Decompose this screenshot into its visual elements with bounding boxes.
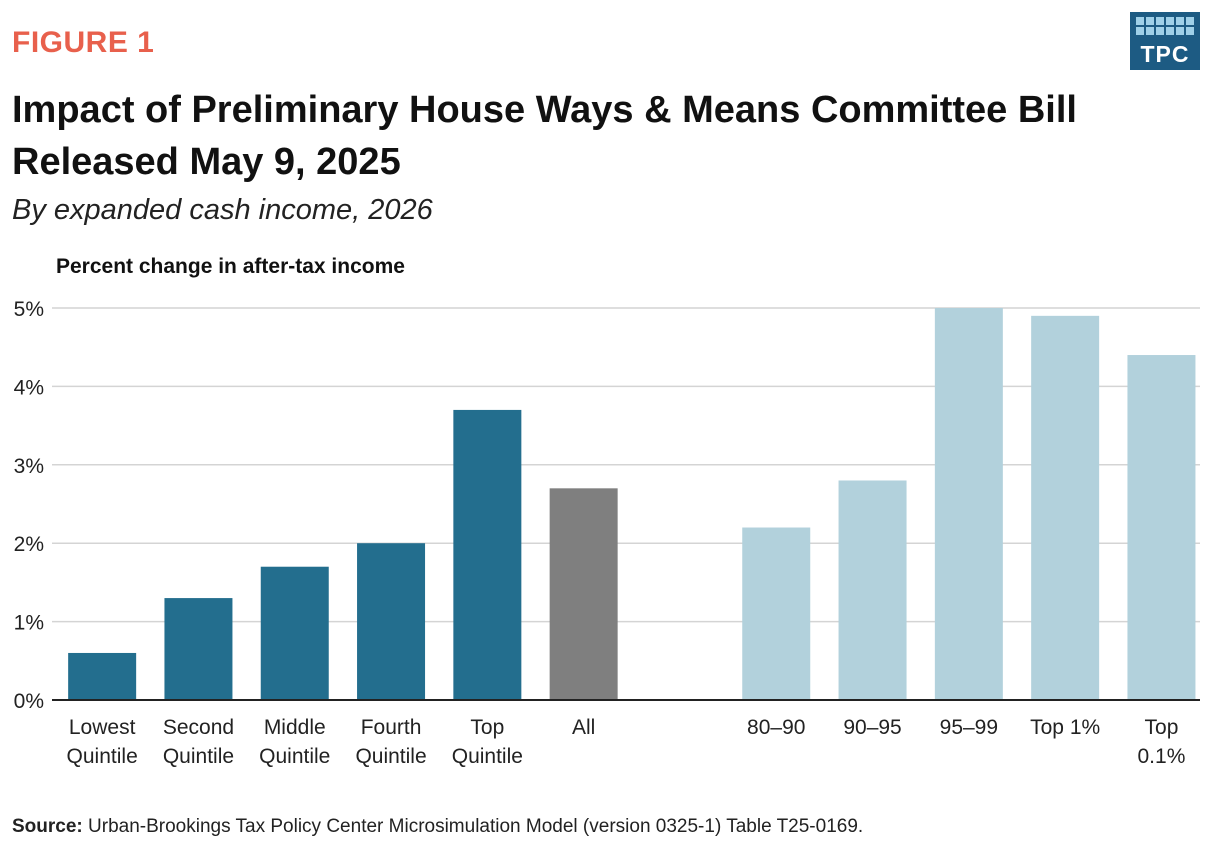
bar bbox=[1031, 315, 1100, 700]
bar-chart: 0% 1% 2% 3% 4% 5% Lowest Quintile Second Quintile… bbox=[14, 298, 1200, 768]
x-tick-label: Quintile bbox=[355, 745, 426, 768]
y-axis-label: Percent change in after-tax income bbox=[56, 255, 405, 278]
source-note: Source: Urban-Brookings Tax Policy Cente… bbox=[12, 816, 863, 838]
x-tick-label: Quintile bbox=[452, 745, 523, 768]
bar bbox=[549, 488, 618, 700]
x-tick-label: 80–90 bbox=[747, 716, 805, 739]
x-tick-label: 95–99 bbox=[940, 716, 998, 739]
bar bbox=[934, 308, 1003, 700]
y-tick-label: 5% bbox=[14, 298, 44, 321]
x-tick-label: Fourth bbox=[361, 716, 422, 739]
x-tick-label: 90–95 bbox=[843, 716, 901, 739]
x-tick-label: Top 1% bbox=[1030, 716, 1100, 739]
bar bbox=[68, 652, 137, 700]
x-tick-label: All bbox=[572, 716, 595, 739]
x-tick-label: Lowest bbox=[69, 716, 136, 739]
bar bbox=[260, 566, 329, 700]
x-tick-label: Quintile bbox=[67, 745, 138, 768]
x-tick-label: Quintile bbox=[163, 745, 234, 768]
logo-grid-icon bbox=[1136, 17, 1194, 35]
x-tick-label: Top bbox=[1145, 716, 1179, 739]
figure-label: FIGURE 1 bbox=[12, 26, 155, 59]
bar bbox=[742, 527, 811, 700]
x-tick-label: Quintile bbox=[259, 745, 330, 768]
bar bbox=[453, 409, 522, 700]
bar bbox=[1127, 355, 1196, 700]
chart-title: Impact of Preliminary House Ways & Means… bbox=[12, 89, 1077, 183]
tpc-logo: TPC bbox=[1130, 12, 1200, 70]
chart-subtitle: By expanded cash income, 2026 bbox=[12, 194, 433, 226]
source-text: Urban-Brookings Tax Policy Center Micros… bbox=[88, 816, 864, 837]
x-tick-label: Second bbox=[163, 716, 234, 739]
bar bbox=[357, 543, 426, 700]
y-tick-label: 3% bbox=[14, 455, 44, 478]
y-tick-label: 1% bbox=[14, 612, 44, 635]
source-label: Source: bbox=[12, 816, 83, 837]
bar bbox=[838, 480, 907, 700]
x-tick-label: Middle bbox=[264, 716, 326, 739]
y-tick-label: 4% bbox=[14, 376, 44, 399]
y-tick-label: 2% bbox=[14, 533, 44, 556]
x-tick-label: 0.1% bbox=[1138, 745, 1186, 768]
y-tick-label: 0% bbox=[14, 690, 44, 713]
logo-text: TPC bbox=[1140, 41, 1190, 67]
x-tick-label: Top bbox=[470, 716, 504, 739]
bar bbox=[164, 598, 233, 700]
